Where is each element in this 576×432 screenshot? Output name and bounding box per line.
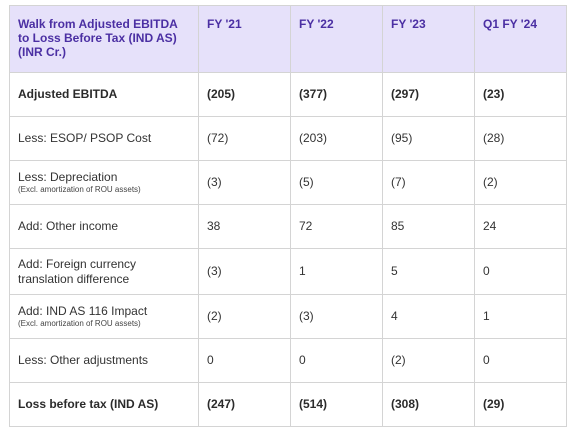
- cell-value: (2): [198, 294, 291, 339]
- row-label-text: Adjusted EBITDA: [18, 87, 118, 101]
- cell-value: (2): [474, 160, 567, 205]
- row-label-text: Less: Other adjustments: [18, 353, 149, 367]
- cell-value: 38: [198, 204, 291, 249]
- table-header-label: Walk from Adjusted EBITDA to Loss Before…: [9, 5, 199, 73]
- cell-value: (3): [290, 294, 383, 339]
- row-label-text: Less: Depreciation: [18, 170, 118, 184]
- cell-value: 1: [290, 248, 383, 295]
- row-label-text: Less: ESOP/ PSOP Cost: [18, 131, 152, 145]
- row-label-note: (Excl. amortization of ROU assets): [18, 319, 141, 328]
- cell-value: 4: [382, 294, 475, 339]
- table-row: Less: Depreciation (Excl. amortization of…: [9, 160, 567, 205]
- ebitda-walk-table: Walk from Adjusted EBITDA to Loss Before…: [9, 5, 567, 427]
- row-label-text: Add: Other income: [18, 219, 119, 233]
- cell-value: (3): [198, 160, 291, 205]
- cell-value: 0: [290, 338, 383, 383]
- cell-value: (514): [290, 382, 383, 427]
- row-label: Adjusted EBITDA: [9, 72, 199, 117]
- cell-value: 24: [474, 204, 567, 249]
- table-row: Add: Other income 38 72 85 24: [9, 204, 567, 249]
- cell-value: (72): [198, 116, 291, 161]
- cell-value: 0: [474, 248, 567, 295]
- cell-value: (203): [290, 116, 383, 161]
- row-label: Add: Foreign currency translation differ…: [9, 248, 199, 295]
- ebitda-walk-table-container: Walk from Adjusted EBITDA to Loss Before…: [9, 5, 567, 427]
- row-label: Less: ESOP/ PSOP Cost: [9, 116, 199, 161]
- table-row: Add: IND AS 116 Impact (Excl. amortizatio…: [9, 294, 567, 339]
- cell-value: (2): [382, 338, 475, 383]
- cell-value: 1: [474, 294, 567, 339]
- cell-value: (3): [198, 248, 291, 295]
- cell-value: (247): [198, 382, 291, 427]
- cell-value: (28): [474, 116, 567, 161]
- cell-value: (29): [474, 382, 567, 427]
- cell-value: 0: [198, 338, 291, 383]
- cell-value: 72: [290, 204, 383, 249]
- cell-value: (7): [382, 160, 475, 205]
- table-row: Add: Foreign currency translation differ…: [9, 248, 567, 295]
- row-label-text: Loss before tax (IND AS): [18, 397, 159, 411]
- row-label: Add: IND AS 116 Impact (Excl. amortizatio…: [9, 294, 199, 339]
- column-header-q1fy24: Q1 FY '24: [474, 5, 567, 73]
- cell-value: (5): [290, 160, 383, 205]
- row-label-note: (Excl. amortization of ROU assets): [18, 185, 141, 194]
- cell-value: (205): [198, 72, 291, 117]
- table-row: Loss before tax (IND AS) (247) (514) (30…: [9, 382, 567, 427]
- column-header-fy22: FY '22: [290, 5, 383, 73]
- cell-value: (95): [382, 116, 475, 161]
- cell-value: (297): [382, 72, 475, 117]
- table-row: Adjusted EBITDA (205) (377) (297) (23): [9, 72, 567, 117]
- row-label: Less: Other adjustments: [9, 338, 199, 383]
- row-label: Add: Other income: [9, 204, 199, 249]
- row-label-text: Add: IND AS 116 Impact: [18, 304, 148, 318]
- row-label-text: Add: Foreign currency translation differ…: [18, 256, 137, 286]
- row-label: Less: Depreciation (Excl. amortization of…: [9, 160, 199, 205]
- cell-value: 85: [382, 204, 475, 249]
- table-header-row: Walk from Adjusted EBITDA to Loss Before…: [9, 5, 567, 73]
- cell-value: (308): [382, 382, 475, 427]
- table-row: Less: Other adjustments 0 0 (2) 0: [9, 338, 567, 383]
- row-label: Loss before tax (IND AS): [9, 382, 199, 427]
- column-header-fy23: FY '23: [382, 5, 475, 73]
- cell-value: (377): [290, 72, 383, 117]
- table-row: Less: ESOP/ PSOP Cost (72) (203) (95) (2…: [9, 116, 567, 161]
- cell-value: 0: [474, 338, 567, 383]
- cell-value: 5: [382, 248, 475, 295]
- cell-value: (23): [474, 72, 567, 117]
- column-header-fy21: FY '21: [198, 5, 291, 73]
